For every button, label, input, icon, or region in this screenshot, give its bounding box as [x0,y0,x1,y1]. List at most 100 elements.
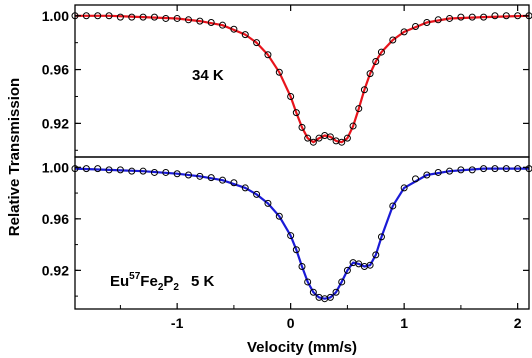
top-data-point [514,12,522,20]
top-data-point [491,12,499,20]
bottom-data-point [412,175,419,183]
label-fe: Fe [140,273,158,290]
bottom-data-point [230,179,238,187]
top-data-point [116,13,124,21]
bottom-data-point [264,199,272,207]
label-isotope: 57 [129,271,141,282]
bottom-data-point [241,184,249,192]
top-data-point [275,68,283,76]
bottom-ytick-label: 0.96 [42,211,69,227]
top-data-point [150,13,158,21]
top-data-point [349,122,357,130]
top-data-point [162,14,170,22]
top-data-point [468,13,476,21]
top-data-point [173,14,181,22]
label-temp: 5 K [191,273,215,290]
bottom-data-point [338,278,346,286]
top-data-point [94,12,102,20]
top-data-point [309,138,317,146]
top-data-point [298,123,306,131]
bottom-data-point [446,167,454,175]
bottom-data-point [355,260,363,268]
top-data-point [82,12,90,20]
xtick-label: -1 [171,315,184,331]
bottom-data-point [434,168,442,176]
top-panel [71,12,532,146]
top-data-point [412,23,419,31]
bottom-data-point [94,165,102,173]
bottom-data-point [332,288,340,296]
bottom-ytick-label: 0.92 [42,262,69,278]
top-data-point [292,109,300,117]
xtick-label: 1 [400,315,408,331]
top-ytick-label: 1.00 [42,8,69,24]
bottom-data-point [292,246,300,254]
xtick-label: 0 [287,315,295,331]
top-data-point [338,138,346,146]
label-eu: Eu [110,273,129,290]
bottom-data-point [309,288,317,296]
top-data-point [423,18,431,26]
top-data-point [326,133,334,141]
label-p: P [163,273,173,290]
top-data-point [241,31,249,39]
x-axis-title: Velocity (mm/s) [247,339,357,356]
top-data-point [315,134,323,142]
bottom-data-point [366,261,374,269]
bottom-data-point [162,168,170,176]
bottom-data-point [377,233,385,241]
top-data-point [196,17,204,25]
bottom-data-point [491,165,499,173]
bottom-data-point [128,167,136,175]
bottom-data-point [173,170,181,178]
bottom-data-point [253,190,261,198]
bottom-panel [71,165,532,303]
bottom-data-point [423,171,431,179]
bottom-data-point [185,171,192,179]
top-data-point [304,134,312,142]
top-data-point [446,14,454,22]
bottom-data-point [389,202,397,210]
bottom-data-point [502,165,510,173]
label-sub-1: 2 [158,282,164,293]
bottom-data-point [207,174,215,182]
bottom-data-point [400,184,408,192]
top-data-point [230,25,238,33]
top-data-point [105,12,113,20]
top-ytick-label: 0.92 [42,115,69,131]
label-sub-2: 2 [173,282,179,293]
top-data-point [480,13,488,21]
bottom-ytick-label: 1.00 [42,159,69,175]
bottom-data-point [304,278,312,286]
bottom-data-point [116,166,124,174]
bottom-data-point [480,165,488,173]
bottom-panel-frame [74,156,530,310]
top-data-point [434,16,442,24]
top-data-point [400,28,408,36]
bottom-data-point [219,176,227,184]
bottom-data-point [150,168,158,176]
top-data-point [287,92,295,100]
top-panel-frame [74,4,530,158]
bottom-fit-line [74,167,529,300]
top-data-point [264,51,272,59]
axis-ticks: 1.00 0.96 0.92 1.00 0.96 0.92 -1 0 1 2 [42,5,529,331]
top-data-point [253,39,261,47]
bottom-data-point [343,266,351,274]
top-ytick-label: 0.96 [42,62,69,78]
bottom-data-point [139,167,147,175]
top-data-point [366,70,374,78]
top-data-point [372,57,380,65]
top-data-point [128,13,136,21]
top-data-point [502,12,510,20]
top-data-point [207,18,215,26]
y-axis-title: Relative Transmission [6,78,23,236]
top-data-point [360,86,368,94]
bottom-data-point [514,165,522,173]
top-data-point [355,105,363,113]
top-data-point [377,48,385,56]
top-data-point [457,13,465,21]
bottom-data-point [326,293,334,301]
bottom-data-point [372,251,380,259]
